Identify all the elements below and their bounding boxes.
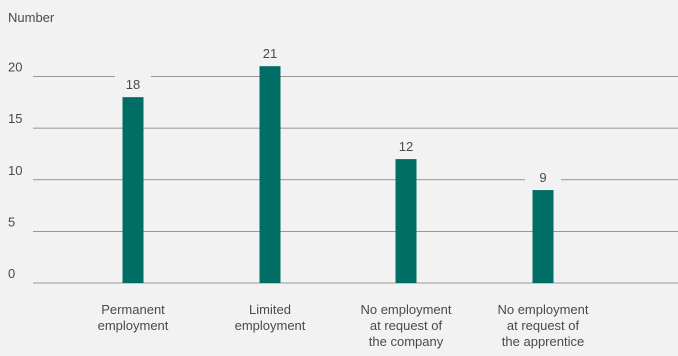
category-label: Limited <box>249 302 291 317</box>
category-label: No employment <box>497 302 588 317</box>
y-tick-label: 15 <box>8 111 22 126</box>
data-label-background <box>252 44 288 63</box>
data-label: 18 <box>126 77 140 92</box>
category-label: No employment <box>360 302 451 317</box>
data-label: 21 <box>263 46 277 61</box>
category-label: the company <box>369 334 444 349</box>
data-label-background <box>388 137 424 156</box>
y-tick-label: 10 <box>8 163 22 178</box>
data-label: 9 <box>539 170 546 185</box>
bar <box>532 190 554 283</box>
category-label: employment <box>235 318 306 333</box>
y-tick-label: 0 <box>8 266 15 281</box>
category-label: at request of <box>370 318 443 333</box>
y-axis-label: Number <box>8 10 55 25</box>
category-label: the apprentice <box>502 334 584 349</box>
category-label: at request of <box>507 318 580 333</box>
bar <box>122 97 144 284</box>
y-tick-labels: 0 5 10 15 20 <box>8 60 22 282</box>
category-label: Permanent <box>101 302 165 317</box>
category-label: employment <box>98 318 169 333</box>
bars <box>122 66 554 284</box>
y-tick-label: 5 <box>8 214 15 229</box>
bar <box>395 159 417 283</box>
y-tick-label: 20 <box>8 60 22 75</box>
data-label-background <box>525 168 561 187</box>
data-label-background <box>115 75 151 94</box>
bar <box>259 66 281 283</box>
data-labels: 18 21 12 9 <box>115 44 561 187</box>
data-label: 12 <box>399 139 413 154</box>
